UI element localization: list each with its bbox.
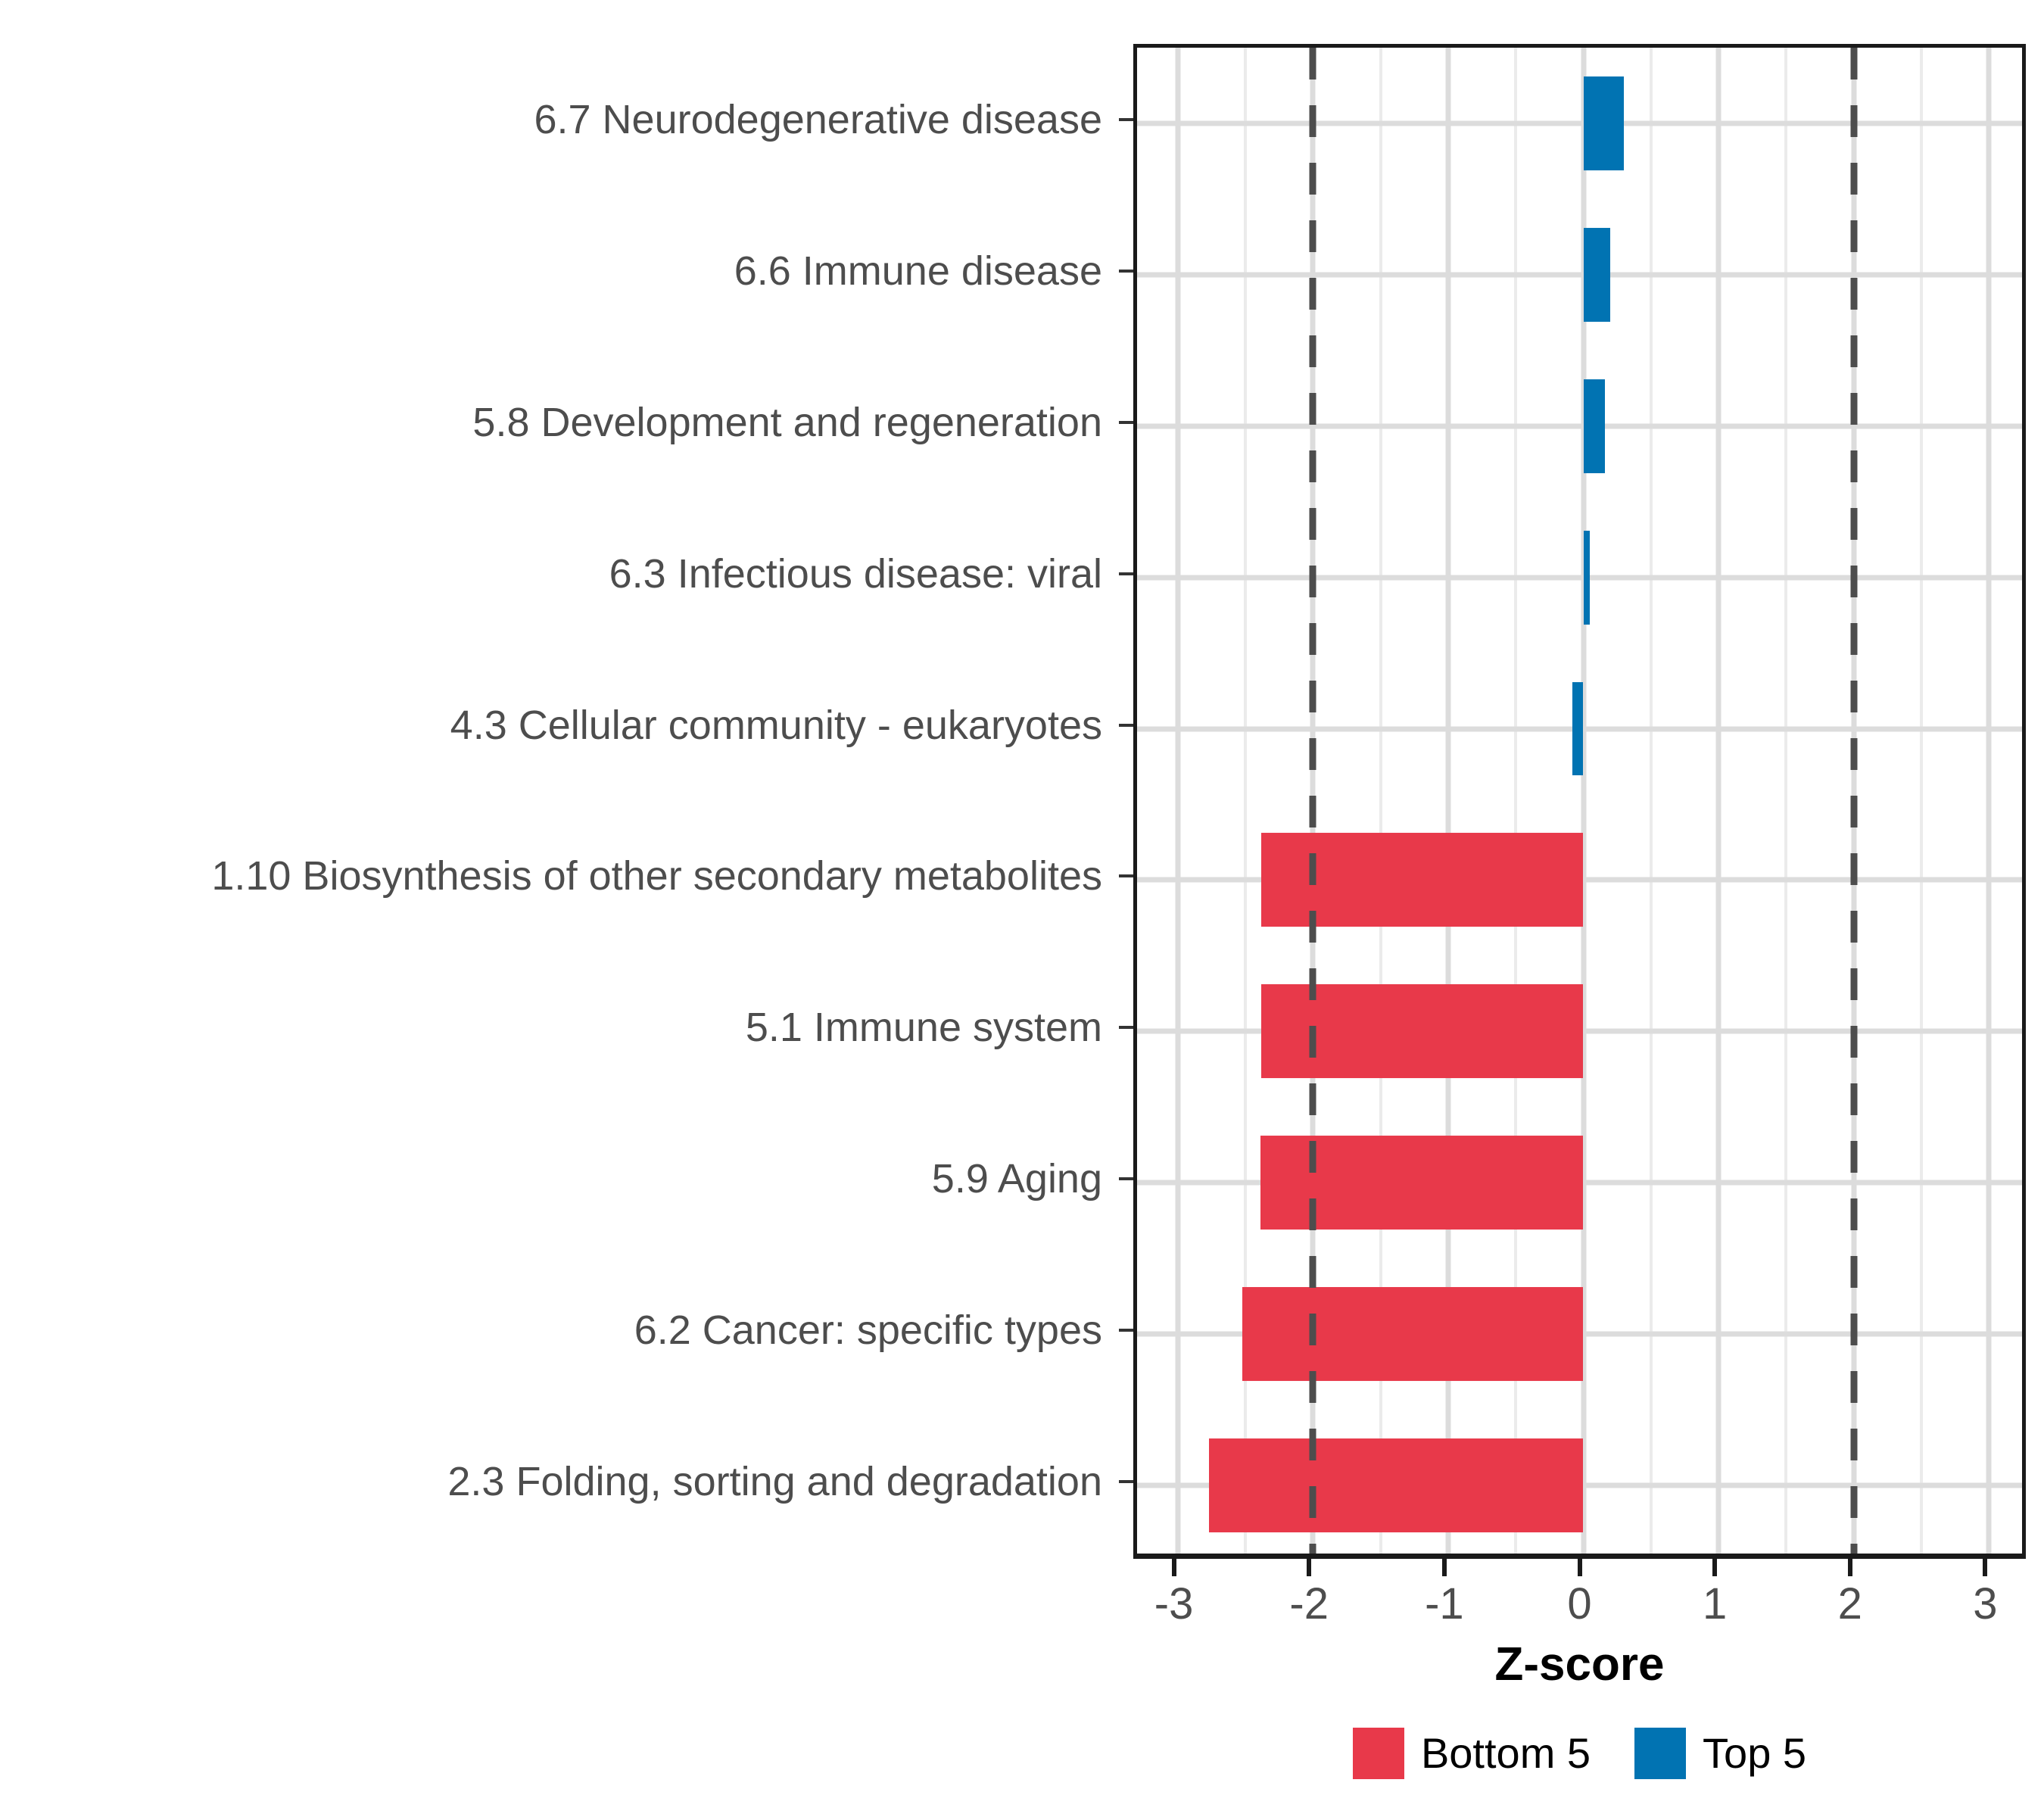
horizontal-gridline: [1137, 575, 2022, 581]
x-axis-tick-mark: [1712, 1559, 1718, 1576]
legend-color-swatch: [1634, 1728, 1687, 1779]
y-axis-tick-mark: [1119, 269, 1133, 273]
y-axis-tick-label: 2.3 Folding, sorting and degradation: [447, 1459, 1102, 1505]
legend: Bottom 5 Top 5: [1133, 1728, 2026, 1779]
legend-label: Top 5: [1703, 1729, 1807, 1777]
y-axis-tick-label: 6.6 Immune disease: [734, 248, 1102, 294]
plot-panel: [1133, 44, 2026, 1557]
y-axis-tick-label: 6.2 Cancer: specific types: [634, 1307, 1102, 1354]
y-axis-tick-label: 5.8 Development and regeneration: [472, 399, 1102, 445]
y-axis-tick-mark: [1119, 420, 1133, 424]
x-axis-tick-label: 2: [1837, 1579, 1862, 1628]
x-axis-tick-mark: [1171, 1559, 1176, 1576]
horizontal-gridline: [1137, 423, 2022, 429]
bar: [1242, 1287, 1584, 1382]
y-axis-tick-label: 6.3 Infectious disease: viral: [609, 550, 1102, 597]
bar: [1260, 1136, 1584, 1230]
y-axis-tick-label: 6.7 Neurodegenerative disease: [534, 96, 1102, 142]
x-axis-line: [1133, 1554, 2026, 1559]
y-axis-tick-label: 1.10 Biosynthesis of other secondary met…: [211, 853, 1102, 899]
x-axis-tick-label: -2: [1289, 1579, 1329, 1628]
y-axis-tick-mark: [1119, 572, 1133, 575]
y-axis-label-column: 6.7 Neurodegenerative disease 6.6 Immune …: [211, 96, 1102, 1505]
x-axis-title: Z-score: [1494, 1638, 1665, 1691]
x-axis-tick-mark: [1847, 1559, 1852, 1576]
y-axis-tick-mark: [1119, 117, 1133, 121]
y-axis-tick-mark: [1119, 874, 1133, 878]
legend-entry[interactable]: Top 5: [1634, 1728, 1806, 1779]
vertical-gridline-minor: [1379, 48, 1382, 1554]
x-axis-tick-label: 1: [1702, 1579, 1728, 1628]
y-axis-tick-mark: [1119, 1480, 1133, 1484]
vertical-gridline-major: [1986, 48, 1992, 1554]
y-axis-tick-label: 5.9 Aging: [931, 1156, 1102, 1202]
x-axis-tick-label: -3: [1154, 1579, 1194, 1628]
reference-line: [1309, 48, 1316, 1554]
x-axis-tick-mark: [1307, 1559, 1312, 1576]
x-axis-tick-mark: [1577, 1559, 1582, 1576]
vertical-gridline-minor: [1784, 48, 1788, 1554]
vertical-gridline-major: [1445, 48, 1451, 1554]
y-axis-tick-mark: [1119, 1026, 1133, 1030]
x-axis-tick-label: 0: [1567, 1579, 1592, 1628]
y-axis-tick-mark: [1119, 1177, 1133, 1181]
bar: [1583, 530, 1591, 625]
bar: [1583, 379, 1606, 473]
vertical-gridline-minor: [1243, 48, 1247, 1554]
x-axis-tick-mark: [1983, 1559, 1988, 1576]
horizontal-gridline: [1137, 272, 2022, 278]
vertical-gridline-minor: [1514, 48, 1518, 1554]
legend-label: Bottom 5: [1420, 1729, 1591, 1777]
vertical-gridline-major: [1581, 48, 1586, 1554]
vertical-gridline-minor: [1649, 48, 1653, 1554]
reference-line: [1850, 48, 1858, 1554]
vertical-gridline-minor: [1920, 48, 1924, 1554]
y-axis-tick-label: 5.1 Immune system: [745, 1005, 1102, 1051]
x-axis-tick-label: -1: [1425, 1579, 1464, 1628]
y-axis-tick-mark: [1119, 1329, 1133, 1332]
x-axis-tick-label: 3: [1973, 1579, 1998, 1628]
y-axis-tick-mark: [1119, 723, 1133, 727]
bar: [1572, 681, 1584, 776]
bar: [1208, 1438, 1584, 1533]
x-axis-tick-mark: [1441, 1559, 1447, 1576]
vertical-gridline-major: [1715, 48, 1722, 1554]
legend-entry[interactable]: Bottom 5: [1352, 1728, 1591, 1779]
bar: [1583, 76, 1625, 170]
y-axis-tick-label: 4.3 Cellular community - eukaryotes: [450, 702, 1102, 748]
horizontal-gridline: [1137, 120, 2022, 126]
bar: [1583, 227, 1611, 322]
vertical-gridline-major: [1175, 48, 1181, 1554]
legend-color-swatch: [1352, 1728, 1404, 1779]
